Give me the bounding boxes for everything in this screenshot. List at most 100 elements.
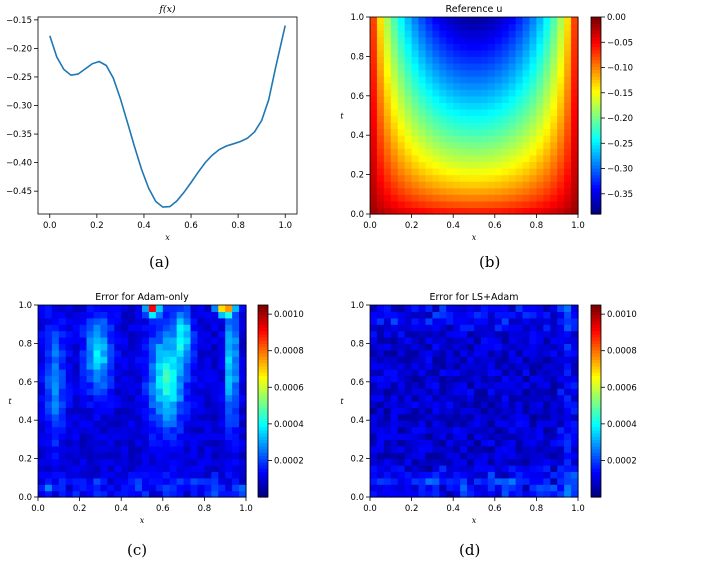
heatmap-cell	[135, 381, 143, 389]
heatmap-cell	[460, 426, 468, 434]
colorbar-segment	[258, 317, 268, 322]
heatmap-cell	[425, 62, 433, 71]
colorbar-segment	[258, 465, 268, 469]
heatmap-cell	[480, 362, 489, 370]
heatmap-cell	[418, 17, 427, 25]
heatmap-cell	[446, 407, 454, 415]
heatmap-cell	[467, 43, 475, 51]
heatmap-cell	[383, 76, 392, 84]
heatmap-cell	[487, 401, 496, 408]
heatmap-cell	[439, 452, 447, 460]
heatmap-cell	[135, 458, 143, 466]
heatmap-cell	[522, 187, 531, 195]
heatmap-cell	[494, 356, 503, 364]
heatmap-cell	[550, 343, 558, 351]
heatmap-cell	[44, 401, 53, 408]
heatmap-cell	[397, 471, 406, 479]
x-tick-label: 0.0	[363, 221, 377, 231]
heatmap-cell	[211, 433, 219, 440]
heatmap-cell	[114, 324, 122, 332]
heatmap-cell	[211, 426, 219, 434]
heatmap-cell	[72, 317, 81, 325]
heatmap-cell	[474, 477, 482, 485]
heatmap-cell	[418, 311, 427, 319]
heatmap-cell	[515, 337, 524, 344]
heatmap-cell	[494, 343, 503, 351]
heatmap-cell	[480, 433, 489, 440]
heatmap-cell	[100, 477, 108, 485]
colorbar-segment	[258, 477, 268, 482]
heatmap-cell	[487, 122, 496, 130]
heatmap-cell	[508, 311, 517, 319]
heatmap-cell	[467, 200, 475, 209]
heatmap-cell	[571, 23, 579, 31]
heatmap-cell	[204, 433, 212, 440]
heatmap-cell	[397, 95, 406, 103]
heatmap-cell	[404, 407, 413, 415]
heatmap-cell	[204, 369, 212, 376]
heatmap-cell	[522, 484, 531, 492]
heatmap-cell	[58, 490, 67, 498]
heatmap-cell	[376, 413, 385, 421]
heatmap-cell	[197, 394, 205, 402]
heatmap-cell	[232, 362, 240, 370]
heatmap-cell	[529, 30, 537, 38]
heatmap-cell	[370, 174, 378, 182]
heatmap-cell	[162, 305, 171, 312]
heatmap-cell	[494, 458, 503, 466]
heatmap-cell	[480, 490, 489, 498]
heatmap-cell	[550, 369, 558, 376]
heatmap-cell	[557, 426, 565, 434]
heatmap-cell	[383, 413, 392, 421]
heatmap-cell	[557, 433, 565, 440]
heatmap-cell	[536, 369, 544, 376]
heatmap-cell	[383, 477, 392, 485]
heatmap-cell	[411, 89, 420, 97]
heatmap-cell	[155, 394, 164, 402]
heatmap-cell	[453, 305, 461, 312]
heatmap-cell	[432, 174, 440, 182]
heatmap-cell	[564, 207, 572, 215]
colorbar-segment	[591, 458, 601, 463]
heatmap-cell	[487, 439, 496, 447]
heatmap-cell	[536, 174, 544, 182]
heatmap-cell	[508, 168, 517, 176]
heatmap-cell	[501, 154, 510, 163]
heatmap-cell	[404, 30, 413, 38]
heatmap-cell	[121, 433, 129, 440]
heatmap-cell	[543, 76, 551, 84]
heatmap-cell	[232, 394, 240, 402]
heatmap-cell	[474, 161, 482, 169]
heatmap-cell	[564, 128, 572, 136]
heatmap-cell	[557, 458, 565, 466]
x-tick-label: 0.8	[530, 504, 544, 514]
heatmap-cell	[425, 148, 433, 156]
heatmap-cell	[51, 465, 60, 472]
heatmap-cell	[557, 375, 565, 383]
heatmap-cell	[418, 49, 427, 57]
heatmap-cell	[480, 407, 489, 415]
heatmap-cell	[460, 207, 468, 215]
heatmap-cell	[93, 349, 101, 357]
colorbar-segment	[591, 484, 601, 488]
heatmap-cell	[467, 433, 475, 440]
heatmap-cell	[404, 317, 413, 325]
heatmap-cell	[439, 445, 447, 453]
heatmap-cell	[93, 305, 101, 312]
heatmap-cell	[550, 445, 558, 453]
heatmap-cell	[148, 426, 157, 434]
heatmap-cell	[72, 337, 81, 344]
colorbar-tick-label: 0.0004	[607, 420, 637, 430]
heatmap-cell	[397, 17, 406, 25]
heatmap-cell	[411, 174, 420, 182]
heatmap-cell	[550, 141, 558, 149]
heatmap-cell	[169, 356, 178, 364]
heatmap-cell	[453, 311, 461, 319]
heatmap-cell	[38, 375, 46, 383]
heatmap-cell	[93, 324, 101, 332]
heatmap-cell	[107, 458, 115, 466]
heatmap-cell	[564, 108, 572, 117]
heatmap-cell	[383, 56, 392, 64]
heatmap-cell	[446, 330, 454, 338]
colorbar-tick-label: 0.0006	[607, 383, 637, 393]
